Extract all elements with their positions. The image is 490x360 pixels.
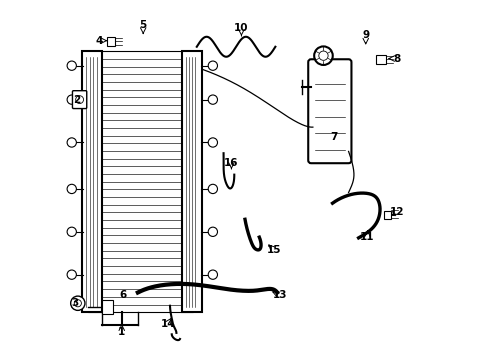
Circle shape [67,61,76,70]
Circle shape [314,46,333,65]
Circle shape [208,227,218,237]
Bar [384,211,392,219]
Text: 9: 9 [362,30,369,40]
Text: 2: 2 [74,95,81,105]
Bar [376,55,386,64]
Text: 1: 1 [118,327,125,337]
Circle shape [67,184,76,194]
Text: 11: 11 [360,232,375,242]
Text: 3: 3 [72,298,79,308]
Circle shape [208,138,218,147]
Bar [82,51,102,312]
Circle shape [67,227,76,237]
Text: 6: 6 [119,290,126,300]
Circle shape [71,296,85,310]
Text: 15: 15 [267,245,281,255]
Circle shape [208,270,218,279]
Circle shape [74,300,81,307]
Circle shape [208,61,218,70]
Circle shape [67,138,76,147]
Text: 12: 12 [390,207,404,217]
Circle shape [208,95,218,104]
Text: 10: 10 [234,23,249,33]
Text: 16: 16 [224,158,239,168]
Text: 8: 8 [393,54,400,64]
Circle shape [208,184,218,194]
Circle shape [75,96,83,104]
Circle shape [319,51,328,60]
Text: 4: 4 [96,36,103,46]
FancyBboxPatch shape [73,91,87,109]
Bar [107,37,115,46]
FancyBboxPatch shape [308,59,351,163]
Text: 7: 7 [330,132,337,142]
Bar [182,51,202,312]
Bar [88,51,193,312]
Circle shape [67,270,76,279]
Bar [102,300,113,314]
Text: 13: 13 [273,290,287,300]
Text: 14: 14 [161,319,175,329]
Text: 5: 5 [140,19,147,30]
Circle shape [67,95,76,104]
